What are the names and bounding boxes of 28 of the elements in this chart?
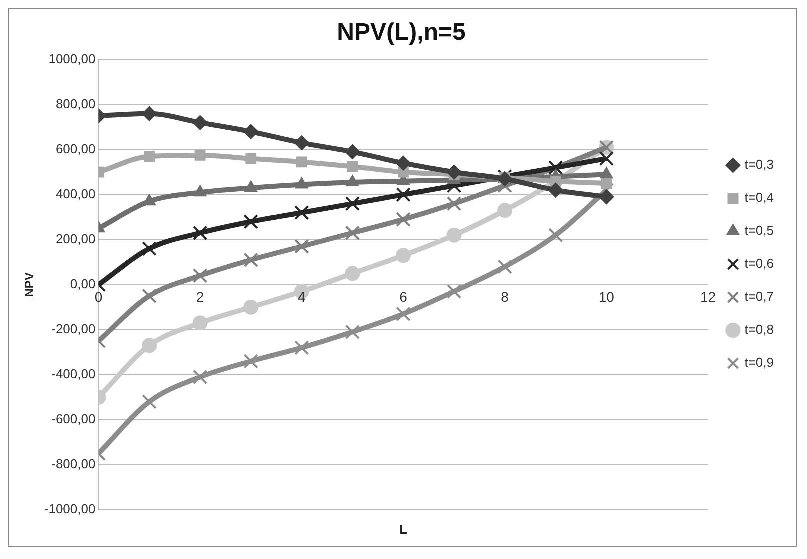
x-tick-label: 8 <box>501 288 510 305</box>
chart-title: NPV(L),n=5 <box>337 19 466 46</box>
y-tick-label: 400,00 <box>56 186 96 202</box>
legend-label: t=0,4 <box>744 190 774 206</box>
legend-label: t=0,6 <box>744 256 774 272</box>
y-tick-label: 600,00 <box>56 141 96 156</box>
legend-label: t=0,7 <box>744 289 774 304</box>
legend-label: t=0,5 <box>744 223 774 238</box>
y-tick-label: -800,00 <box>52 456 96 472</box>
legend-label: t=0,3 <box>744 157 774 172</box>
y-tick-label: -1000,00 <box>44 502 96 517</box>
y-tick-label: -400,00 <box>52 366 96 382</box>
x-tick-label: 6 <box>400 288 408 305</box>
legend-label: t=0,9 <box>744 355 774 370</box>
x-tick-label: 2 <box>196 288 204 305</box>
x-tick-label: 12 <box>700 288 716 305</box>
y-tick-label: -600,00 <box>52 412 96 427</box>
y-axis-title: NPV <box>22 272 37 298</box>
y-tick-label: 1000,00 <box>48 51 96 66</box>
y-tick-label: 0,00 <box>70 276 96 292</box>
x-tick-label: 10 <box>598 288 615 305</box>
x-tick-label: 4 <box>298 288 306 305</box>
y-tick-label: 800,00 <box>56 96 96 112</box>
y-tick-label: -200,00 <box>52 322 96 336</box>
x-axis-title: L <box>399 522 408 537</box>
legend-label: t=0,8 <box>744 322 774 338</box>
y-tick-label: 200,00 <box>56 231 96 246</box>
x-tick-label: 0 <box>94 288 103 305</box>
